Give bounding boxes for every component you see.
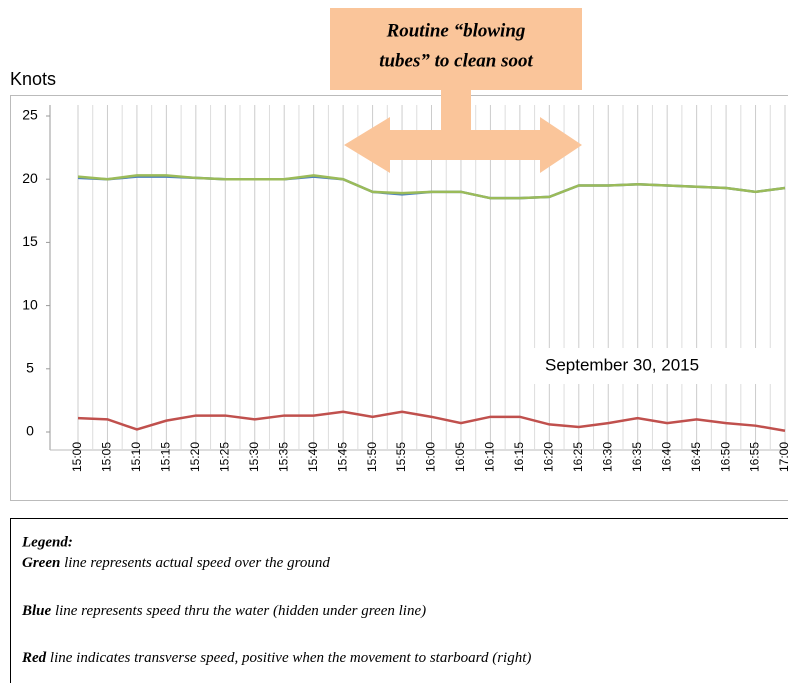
legend-title: Legend:: [21, 534, 73, 550]
y-tick-label: 25: [22, 107, 38, 123]
y-tick-label: 10: [22, 296, 38, 312]
legend-color: Red: [21, 650, 47, 666]
legend-text: line represents actual speed over the gr…: [64, 555, 330, 571]
legend-color: Green: [22, 555, 60, 571]
x-tick-label: 15:10: [129, 442, 143, 472]
date-label: September 30, 2015: [545, 355, 699, 374]
x-tick-label: 17:00: [777, 442, 788, 472]
x-tick-label: 16:35: [630, 442, 644, 472]
annotation-text: Routine “blowing: [386, 20, 526, 41]
y-tick-label: 15: [22, 233, 38, 249]
x-tick-label: 15:50: [365, 442, 379, 472]
y-axis-label: Knots: [10, 69, 56, 89]
y-tick-label: 0: [26, 423, 34, 439]
x-tick-label: 15:20: [188, 442, 202, 472]
x-tick-label: 16:50: [718, 442, 732, 472]
legend-line: Green line represents actual speed over …: [22, 555, 330, 571]
x-tick-label: 16:05: [453, 442, 467, 472]
x-tick-label: 16:00: [424, 442, 438, 472]
x-tick-label: 16:25: [571, 442, 585, 472]
x-tick-label: 15:30: [247, 442, 261, 472]
x-tick-label: 16:55: [748, 442, 762, 472]
legend-color: Blue: [21, 603, 52, 619]
x-tick-label: 16:30: [600, 442, 614, 472]
x-tick-label: 15:35: [276, 442, 290, 472]
y-tick-label: 20: [22, 170, 38, 186]
x-tick-label: 15:15: [159, 442, 173, 472]
x-tick-label: 15:55: [394, 442, 408, 472]
legend-text: line indicates transverse speed, positiv…: [50, 650, 531, 666]
legend-line: Red line indicates transverse speed, pos…: [21, 650, 531, 666]
legend-line: Blue line represents speed thru the wate…: [21, 603, 426, 619]
x-tick-label: 15:45: [335, 442, 349, 472]
x-tick-label: 15:40: [306, 442, 320, 472]
x-tick-label: 15:25: [217, 442, 231, 472]
x-tick-label: 16:40: [659, 442, 673, 472]
x-tick-label: 16:20: [542, 442, 556, 472]
x-tick-label: 16:15: [512, 442, 526, 472]
x-tick-label: 15:00: [70, 442, 84, 472]
y-tick-label: 5: [26, 360, 34, 376]
x-tick-label: 15:05: [100, 442, 114, 472]
legend-text: line represents speed thru the water (hi…: [55, 603, 426, 619]
x-tick-label: 16:10: [483, 442, 497, 472]
annotation-text: tubes” to clean soot: [379, 50, 533, 71]
x-tick-label: 16:45: [689, 442, 703, 472]
